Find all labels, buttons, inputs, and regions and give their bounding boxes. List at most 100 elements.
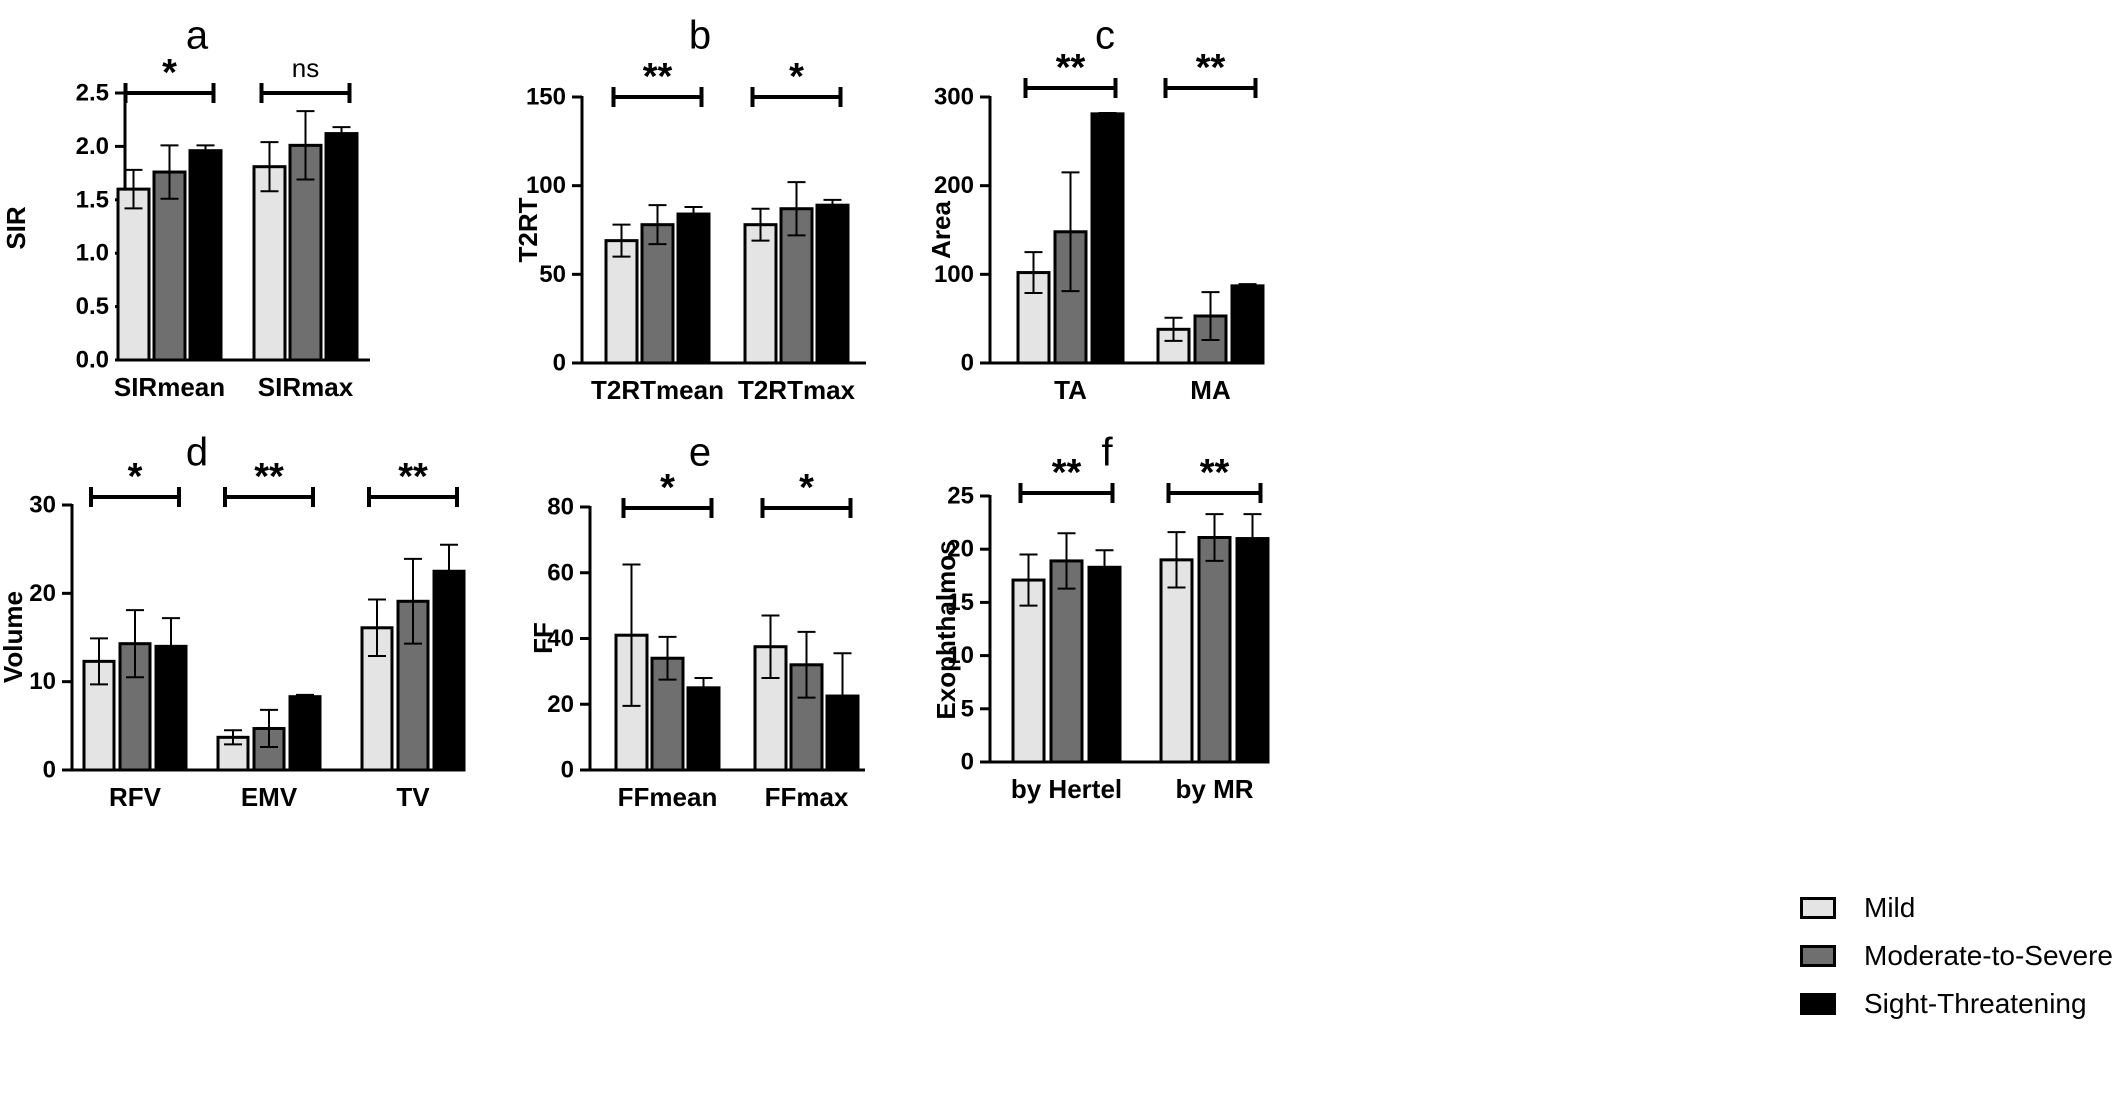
y-axis-label: Volume [0,591,28,683]
legend-item-mild: Mild [1800,890,2113,926]
panel-a: a SIR 0.0 0.5 1.0 1.5 2.0 2.5 SIRmean * SIRmax ns [1,14,370,402]
y-tick-label: 60 [547,559,574,586]
y-tick-label: 0 [961,749,974,776]
bar-by-mr-moderate-to-severe [1197,535,1232,764]
legend: Mild Moderate-to-Severe Sight-Threatenin… [1800,890,2113,1034]
significance-label: ns [292,53,319,83]
y-tick-label: 80 [547,494,574,521]
x-tick-label: SIRmax [258,372,354,402]
y-tick-label: 2.0 [76,133,109,160]
x-tick-label: EMV [241,782,298,812]
bar-ffmean-sight-threatening [686,686,721,772]
bar-by-mr-sight-threatening [1235,537,1270,764]
significance-label: ** [254,456,284,498]
panel-letter-f: f [1101,431,1113,475]
legend-item-sight-threatening: Sight-Threatening [1800,986,2113,1022]
panel-letter-b: b [689,14,711,58]
panel-c: c Area 0 100 200 300 TA ** MA ** [926,14,1265,405]
y-tick-label: 10 [947,642,974,669]
bar-t2rtmax-mild [743,223,778,365]
panel-e: e FF 0 20 40 60 80 FFmean * FFmax * [528,431,865,812]
x-tick-label: FFmean [618,782,718,812]
panel-letter-d: d [186,431,208,475]
bar-by-hertel-moderate-to-severe [1049,559,1084,764]
x-tick-label: T2RTmean [591,375,724,405]
bar-t2rtmax-sight-threatening [815,203,850,365]
significance-label: ** [1200,452,1230,494]
significance-label: ** [643,56,673,98]
y-tick-label: 20 [29,580,56,607]
bar-sirmean-moderate-to-severe [152,170,187,362]
y-tick-label: 0 [553,350,566,377]
y-tick-label: 25 [947,483,974,510]
y-tick-label: 40 [547,625,574,652]
bar-rfv-sight-threatening [154,644,188,772]
significance-label: ** [398,456,428,498]
bar-emv-sight-threatening [288,695,322,772]
x-tick-label: TA [1054,375,1087,405]
y-tick-label: 300 [934,84,974,111]
y-tick-label: 50 [539,261,566,288]
y-axis-label: T2RT [513,197,543,262]
x-tick-label: FFmax [765,782,849,812]
y-tick-label: 15 [947,589,974,616]
bar-by-mr-mild [1159,558,1194,764]
bar-t2rtmean-moderate-to-severe [640,223,675,365]
y-tick-label: 0 [43,757,56,784]
bar-by-hertel-sight-threatening [1087,565,1122,764]
x-tick-label: TV [396,782,430,812]
significance-label: * [799,467,814,509]
significance-label: * [128,456,143,498]
y-tick-label: 5 [961,695,974,722]
y-tick-label: 0.0 [76,347,109,374]
y-tick-label: 1.5 [76,186,109,213]
y-tick-label: 10 [29,668,56,695]
bar-sirmean-sight-threatening [188,149,223,362]
x-tick-label: by MR [1176,774,1254,804]
legend-label-sight-threatening: Sight-Threatening [1864,988,2087,1019]
significance-label: * [789,56,804,98]
x-tick-label: T2RTmax [738,375,856,405]
significance-label: * [162,52,177,94]
legend-label-mild: Mild [1864,892,1916,923]
y-tick-label: 100 [934,261,974,288]
y-tick-label: 200 [934,172,974,199]
significance-label: ** [1052,452,1082,494]
x-tick-label: RFV [109,782,162,812]
y-tick-label: 20 [547,691,574,718]
bar-by-hertel-mild [1011,578,1046,764]
y-axis-label: Exophthalmos [931,540,961,719]
legend-item-moderate-to-severe: Moderate-to-Severe [1800,938,2113,974]
bar-ta-sight-threatening [1090,112,1125,365]
significance-label: ** [1056,47,1086,89]
bar-sirmax-sight-threatening [324,132,359,362]
y-tick-label: 30 [29,492,56,519]
x-tick-label: MA [1190,375,1231,405]
bar-t2rtmean-sight-threatening [676,212,711,365]
panel-letter-e: e [689,431,711,475]
panel-b: b T2RT 0 50 100 150 T2RTmean ** T2RTmax * [513,14,866,405]
y-tick-label: 20 [947,536,974,563]
bar-t2rtmean-mild [604,239,639,365]
y-axis-label: Area [926,201,956,259]
panel-letter-c: c [1095,14,1115,58]
y-tick-label: 0 [561,757,574,784]
legend-swatch-moderate-to-severe [1800,945,1836,967]
panel-letter-a: a [186,14,209,58]
legend-swatch-mild [1800,897,1836,919]
bar-ma-sight-threatening [1230,284,1265,365]
y-tick-label: 0 [961,350,974,377]
y-axis-label: FF [528,622,558,654]
y-tick-label: 100 [526,172,566,199]
x-tick-label: SIRmean [114,372,225,402]
legend-label-moderate-to-severe: Moderate-to-Severe [1864,940,2114,971]
legend-swatch-sight-threatening [1800,993,1836,1015]
panel-d: d Volume 0 10 20 30 RFV * EMV ** TV ** [0,431,466,812]
y-tick-label: 2.5 [76,80,109,107]
panel-f: f Exophthalmos 0 5 10 15 20 25 by Hertel ** by MR *… [931,431,1270,804]
significance-label: * [660,467,675,509]
bar-sirmax-mild [252,165,287,362]
bar-tv-sight-threatening [432,569,466,772]
y-axis-label: SIR [1,206,31,250]
